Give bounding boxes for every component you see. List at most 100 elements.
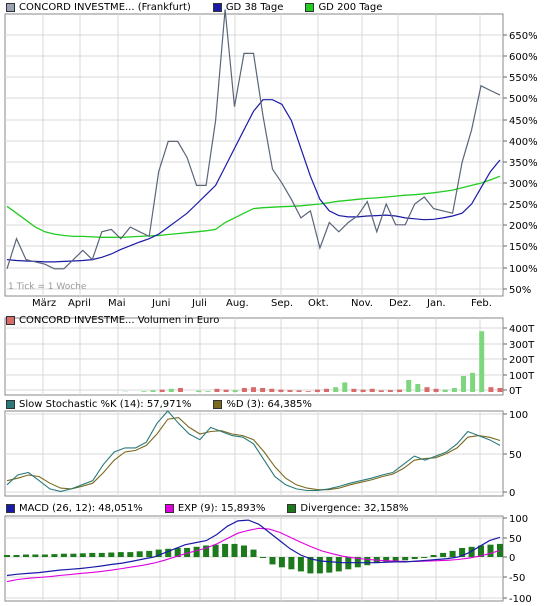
divergence-bar-16 xyxy=(155,549,162,557)
stoch-k-swatch xyxy=(6,400,15,409)
volume-bar-52 xyxy=(479,331,485,392)
ytick-label-1-3: 100T xyxy=(509,371,535,382)
macd-legend-label: MACD (26, 12): 48,051% xyxy=(19,503,143,514)
series-gd38-line xyxy=(6,99,501,263)
volume-bar-36 xyxy=(333,387,339,392)
xtick-label-8: Nov. xyxy=(351,298,373,309)
ytick-label-1-1: 300T xyxy=(509,340,535,351)
ytick-label-2-1: 50 xyxy=(509,450,522,461)
main-legend: CONCORD INVESTME... (Frankfurt) GD 38 Ta… xyxy=(6,2,382,13)
divergence-bar-30 xyxy=(288,557,295,570)
ytick-label-2-2: 0 xyxy=(509,488,515,499)
tick-note: 1 Tick = 1 Woche xyxy=(8,282,87,292)
series-stoch-d-line xyxy=(6,417,501,491)
volume-legend: CONCORD INVESTME... Volumen in Euro xyxy=(6,315,219,326)
divergence-bar-21 xyxy=(203,545,210,557)
series-price-line xyxy=(6,9,501,270)
xtick-label-7: Okt. xyxy=(308,298,329,309)
divergence-bar-7 xyxy=(70,553,77,557)
volume-bar-22 xyxy=(205,391,211,392)
volume-bar-48 xyxy=(442,389,448,392)
ytick-label-0-12: 50% xyxy=(509,285,531,296)
exp-swatch xyxy=(164,504,174,513)
ytick-label-1-2: 200T xyxy=(509,355,535,366)
divergence-bar-17 xyxy=(165,548,172,557)
divergence-bar-43 xyxy=(411,557,418,559)
ytick-label-0-3: 500% xyxy=(509,94,538,105)
ytick-label-0-5: 400% xyxy=(509,137,538,148)
ytick-label-0-7: 300% xyxy=(509,179,538,190)
divergence-bar-10 xyxy=(98,552,105,557)
ytick-label-2-0: 100 xyxy=(509,410,528,421)
divergence-bar-5 xyxy=(51,554,58,557)
divergence-bar-29 xyxy=(278,557,285,568)
volume-bar-19 xyxy=(178,388,183,392)
volume-bar-42 xyxy=(387,390,393,392)
stoch-d-swatch xyxy=(213,400,223,409)
volume-bar-34 xyxy=(314,389,320,392)
ytick-label-3-4: -100 xyxy=(509,594,532,605)
divergence-bar-45 xyxy=(430,555,437,557)
volume-bar-24 xyxy=(223,389,229,392)
volume-bar-41 xyxy=(378,390,384,392)
divergence-bar-22 xyxy=(212,544,219,557)
divergence-bar-34 xyxy=(326,557,333,573)
divergence-bar-6 xyxy=(60,553,67,557)
divergence-bar-26 xyxy=(250,549,257,557)
divergence-bar-24 xyxy=(231,543,238,557)
ytick-label-3-1: 50 xyxy=(509,534,522,545)
volume-bar-45 xyxy=(415,384,421,392)
divergence-bar-48 xyxy=(459,548,466,557)
divergence-bar-2 xyxy=(23,554,29,557)
divergence-bar-51 xyxy=(487,544,494,557)
volume-bar-35 xyxy=(324,388,329,392)
gd38-swatch xyxy=(212,3,222,12)
series-stoch-k-line xyxy=(6,410,501,492)
ytick-label-0-11: 100% xyxy=(509,264,538,275)
volume-bar-16 xyxy=(150,390,156,392)
volume-bar-25 xyxy=(232,390,238,392)
gd38-legend-label: GD 38 Tage xyxy=(225,2,284,13)
volume-bar-18 xyxy=(168,388,174,392)
ytick-label-0-8: 250% xyxy=(509,200,538,211)
volume-bar-54 xyxy=(497,388,503,392)
divergence-bar-0 xyxy=(4,555,10,557)
ytick-label-3-3: -50 xyxy=(509,573,525,584)
volume-bar-31 xyxy=(287,390,293,392)
volume-bar-43 xyxy=(397,389,403,392)
gd200-legend-label: GD 200 Tage xyxy=(318,2,383,13)
divergence-bar-19 xyxy=(184,548,191,557)
volume-bar-15 xyxy=(141,391,147,392)
divergence-bar-25 xyxy=(241,545,247,557)
exp-legend-label: EXP (9): 15,893% xyxy=(177,503,266,514)
ytick-label-3-0: 100 xyxy=(509,514,528,525)
divergence-bar-11 xyxy=(108,552,115,557)
volume-legend-label: CONCORD INVESTME... Volumen in Euro xyxy=(19,315,220,326)
volume-bar-44 xyxy=(406,380,412,392)
divergence-bar-28 xyxy=(269,557,276,565)
ytick-label-1-0: 400T xyxy=(509,324,535,335)
ytick-label-0-4: 450% xyxy=(509,116,538,127)
divergence-bar-40 xyxy=(383,557,390,562)
macd-swatch xyxy=(6,504,15,513)
divergence-bar-12 xyxy=(117,552,124,557)
divergence-bar-38 xyxy=(364,557,371,566)
divergence-bar-4 xyxy=(41,554,48,557)
volume-bar-26 xyxy=(241,388,247,392)
divergence-legend-label: Divergence: 32,158% xyxy=(300,503,409,514)
divergence-bar-44 xyxy=(421,557,428,558)
divergence-bar-49 xyxy=(468,546,475,558)
divergence-bar-47 xyxy=(449,550,456,557)
xtick-label-0: März xyxy=(32,298,56,309)
ytick-label-0-1: 600% xyxy=(509,52,538,63)
divergence-bar-20 xyxy=(193,546,200,558)
divergence-bar-15 xyxy=(146,550,153,557)
divergence-bar-42 xyxy=(402,557,409,561)
stoch-d-legend-label: %D (3): 64,385% xyxy=(226,399,312,410)
xtick-label-4: Juli xyxy=(191,298,207,309)
divergence-swatch xyxy=(287,504,297,513)
ytick-label-0-0: 650% xyxy=(509,31,538,42)
xtick-label-3: Juni xyxy=(151,298,170,309)
volume-bar-53 xyxy=(488,387,494,392)
divergence-bar-32 xyxy=(307,557,314,574)
